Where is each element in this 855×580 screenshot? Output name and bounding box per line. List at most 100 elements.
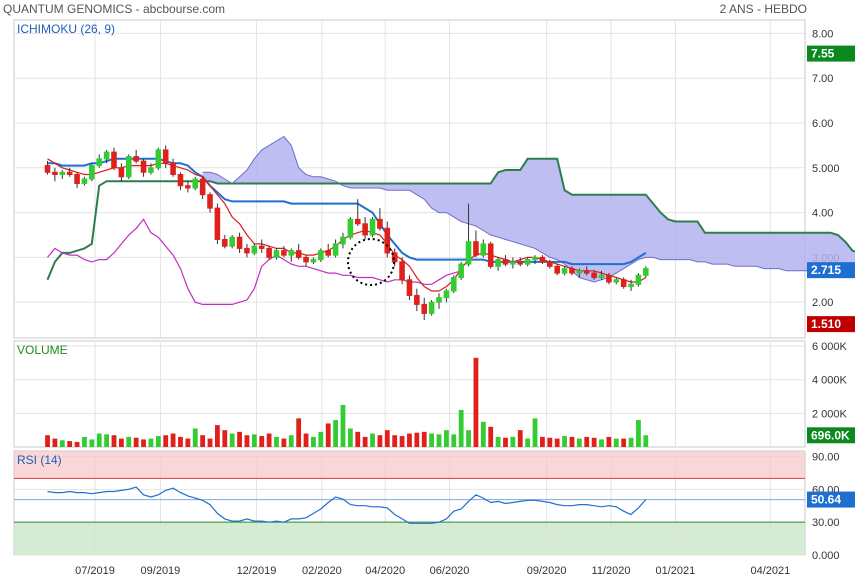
candle	[458, 261, 464, 280]
volume-tick-label: 4 000K	[812, 375, 848, 387]
candle	[443, 288, 450, 303]
candle-body	[74, 174, 80, 184]
candle	[406, 275, 413, 300]
volume-bar	[178, 436, 183, 447]
candle	[620, 277, 627, 289]
candle	[133, 149, 139, 164]
candle	[613, 277, 620, 285]
volume-bar	[266, 433, 272, 447]
candle	[532, 255, 538, 265]
volume-bar	[488, 426, 494, 447]
volume-bar	[421, 431, 427, 447]
candle	[288, 248, 295, 262]
price-last-value-label: 2.715	[811, 263, 841, 277]
volume-bar	[443, 430, 449, 447]
volume-bar	[517, 430, 523, 447]
volume-bar	[554, 438, 560, 447]
rsi-tick-label: 90.00	[812, 451, 840, 463]
candle	[554, 264, 560, 276]
price-tick-label: 5.000	[812, 163, 840, 175]
candle-body	[628, 283, 634, 287]
candle	[199, 176, 206, 200]
x-tick-label: 09/2020	[527, 565, 567, 577]
candle	[244, 243, 250, 258]
volume-bar	[318, 431, 324, 447]
candle-body	[44, 165, 51, 173]
candle-body	[303, 256, 309, 263]
volume-bar	[155, 436, 161, 447]
candle-body	[52, 171, 58, 176]
price-last-value-label: 1.510	[811, 317, 841, 331]
volume-bar	[311, 436, 316, 447]
volume-bar	[480, 421, 486, 447]
volume-bar	[392, 435, 398, 447]
chart-source-title: QUANTUM GENOMICS - abcbourse.com	[3, 2, 226, 16]
candle	[362, 217, 368, 240]
candle	[103, 149, 110, 164]
volume-bar	[584, 436, 590, 447]
volume-bar	[466, 430, 471, 447]
candle	[510, 257, 516, 269]
rsi-line	[47, 486, 647, 524]
volume-bar	[503, 437, 508, 447]
volume-bar	[148, 438, 154, 447]
volume-bar	[141, 439, 146, 447]
candle	[598, 270, 605, 280]
candle	[251, 243, 258, 256]
candle-body	[591, 272, 597, 279]
volume-bar	[606, 436, 612, 447]
candle	[185, 181, 191, 193]
candle-body	[133, 156, 139, 162]
candle	[310, 257, 317, 265]
candle	[635, 273, 642, 287]
volume-bar	[229, 433, 235, 447]
candle	[52, 167, 58, 182]
volume-bar	[599, 439, 604, 447]
volume-bar	[362, 436, 368, 447]
volume-bar	[562, 436, 567, 447]
candle-body	[414, 294, 420, 305]
candle	[89, 163, 95, 182]
volume-bar	[525, 438, 531, 447]
candle	[177, 172, 184, 191]
candle	[414, 288, 420, 312]
volume-bar	[281, 438, 287, 447]
candle	[44, 161, 51, 175]
candle	[318, 248, 324, 262]
volume-bar	[126, 436, 132, 447]
candle	[487, 241, 494, 269]
candle-body	[391, 252, 398, 263]
candle-body	[103, 151, 110, 160]
highlight-circle	[347, 238, 395, 286]
candle	[273, 248, 280, 260]
candle-body	[450, 277, 457, 292]
volume-bar	[185, 438, 191, 447]
x-tick-label: 04/2020	[365, 565, 405, 577]
rsi-last-value-label: 50.64	[811, 493, 841, 507]
candle-body	[480, 243, 487, 256]
volume-bar	[244, 435, 250, 447]
candle-body	[561, 268, 568, 274]
candle-body	[369, 218, 376, 236]
price-tick-label: 7.00	[812, 73, 833, 85]
candle-body	[59, 171, 66, 176]
volume-bar	[621, 438, 627, 447]
candle	[576, 268, 583, 278]
volume-bar	[333, 420, 338, 447]
candle-body	[155, 149, 162, 169]
candle	[399, 257, 405, 285]
candle	[111, 147, 117, 171]
volume-bar	[59, 440, 65, 447]
candle-body	[118, 167, 125, 178]
candle-body	[539, 256, 546, 263]
candle-body	[81, 178, 88, 184]
volume-bar	[355, 431, 361, 447]
candle-body	[443, 290, 450, 299]
volume-bar	[215, 425, 220, 447]
volume-bar	[399, 436, 405, 447]
volume-last-value-badge	[807, 427, 855, 444]
price-last-value-badge	[807, 262, 855, 279]
ichimoku-cloud	[202, 136, 855, 282]
volume-bar	[407, 433, 412, 447]
candle-body	[281, 250, 287, 256]
